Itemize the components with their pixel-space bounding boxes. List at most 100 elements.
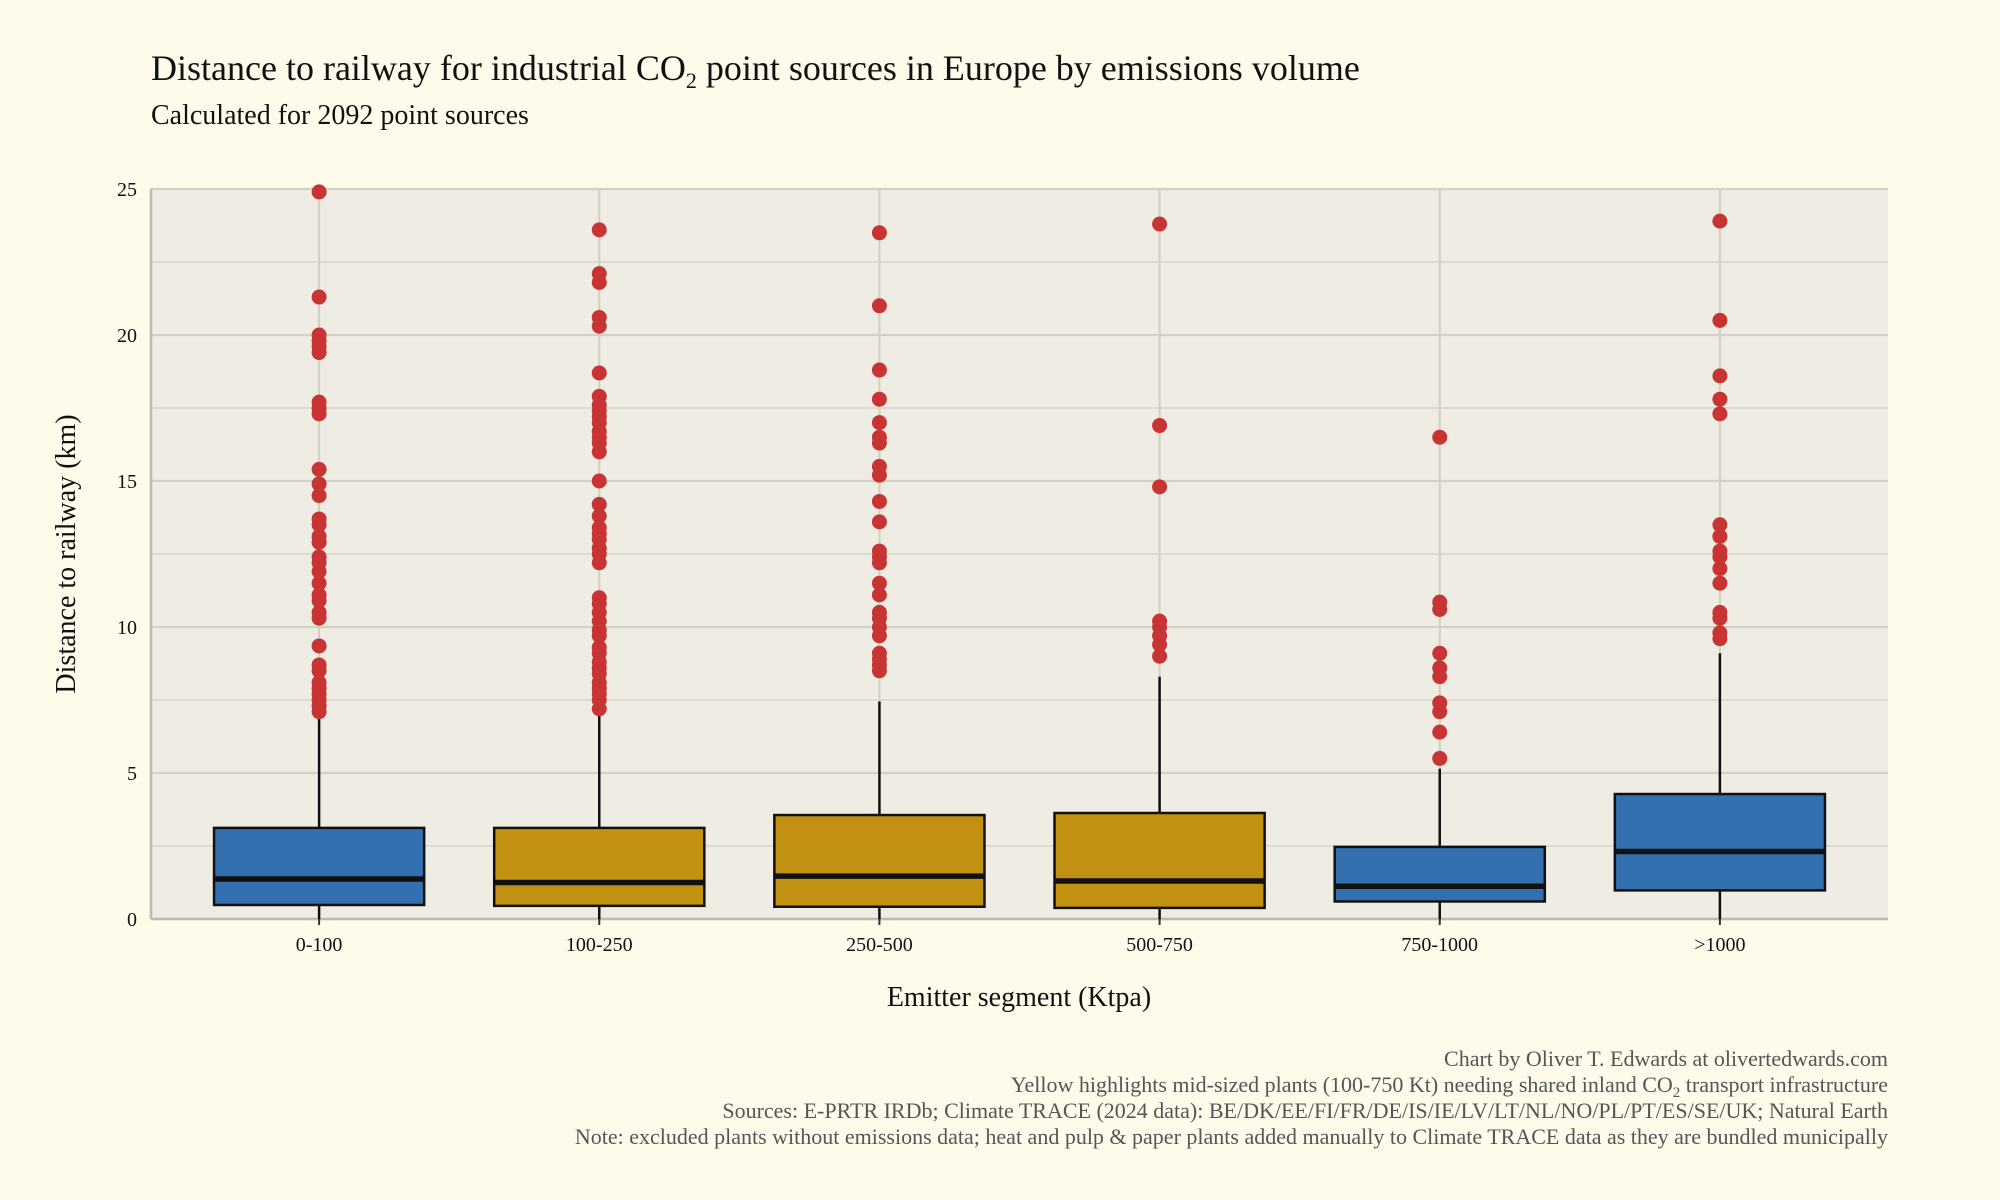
box-250-500: 250-500	[773, 225, 986, 956]
outlier-point	[311, 406, 327, 422]
outlier-point	[1712, 561, 1728, 577]
outlier-point	[1152, 216, 1168, 232]
box->1000: >1000	[1613, 213, 1827, 956]
outlier-point	[591, 222, 607, 238]
outlier-point	[1152, 479, 1168, 495]
outlier-point	[311, 488, 327, 504]
outlier-point	[1712, 368, 1728, 384]
outlier-point	[871, 555, 887, 571]
box-body	[212, 826, 426, 907]
box-0-100: 0-100	[212, 184, 426, 956]
outlier-point	[871, 362, 887, 378]
outlier-point	[1712, 213, 1728, 229]
outlier-point	[871, 663, 887, 679]
caption-note: Note: excluded plants without emissions …	[575, 1124, 1888, 1149]
outlier-point	[311, 517, 327, 533]
x-tick-label: 0-100	[296, 934, 343, 956]
outlier-point	[871, 298, 887, 314]
y-tick-label: 5	[127, 763, 137, 785]
outlier-point	[311, 461, 327, 477]
box-body	[1053, 811, 1266, 910]
outlier-point	[591, 508, 607, 524]
outlier-point	[1432, 750, 1448, 766]
outlier-point	[311, 638, 327, 654]
outlier-point	[1432, 704, 1448, 720]
y-tick-label: 15	[117, 471, 137, 493]
outlier-point	[311, 184, 327, 200]
outlier-point	[591, 365, 607, 381]
x-tick-label: 500-750	[1126, 934, 1193, 956]
outlier-point	[1712, 549, 1728, 565]
outlier-point	[311, 663, 327, 679]
box-body	[1613, 792, 1827, 892]
outlier-point	[591, 496, 607, 512]
outlier-point	[311, 345, 327, 361]
outlier-point	[1712, 631, 1728, 647]
outlier-point	[311, 289, 327, 305]
outlier-point	[1712, 610, 1728, 626]
outlier-point	[1152, 648, 1168, 664]
box-500-750: 500-750	[1053, 216, 1266, 956]
plot-area: 0 5 10 15 20 25 0-100 100-250 250-500 500-750 750-…	[117, 179, 1888, 956]
outlier-point	[871, 493, 887, 509]
outlier-point	[1432, 724, 1448, 740]
outlier-point	[311, 575, 327, 591]
caption-credit: Chart by Oliver T. Edwards at olivertedw…	[1444, 1046, 1888, 1071]
outlier-point	[311, 534, 327, 550]
outlier-point	[1712, 391, 1728, 407]
x-axis-title: Emitter segment (Ktpa)	[887, 982, 1151, 1013]
outlier-point	[871, 587, 887, 603]
outlier-point	[591, 444, 607, 460]
outlier-point	[591, 473, 607, 489]
chart-subtitle: Calculated for 2092 point sources	[151, 100, 529, 131]
outlier-point	[1712, 312, 1728, 328]
outlier-point	[591, 274, 607, 290]
y-tick-label: 25	[117, 179, 137, 201]
x-tick-label: 100-250	[566, 934, 633, 956]
outlier-point	[871, 628, 887, 644]
outlier-point	[311, 610, 327, 626]
outlier-point	[591, 628, 607, 644]
outlier-point	[1712, 406, 1728, 422]
outlier-point	[1432, 645, 1448, 661]
outlier-point	[871, 225, 887, 241]
outlier-point	[311, 476, 327, 492]
x-tick-label: 750-1000	[1401, 934, 1478, 956]
chart-title: Distance to railway for industrial CO2 p…	[151, 48, 1360, 93]
box-body	[1333, 845, 1547, 903]
caption: Chart by Oliver T. Edwards at olivertedw…	[575, 1046, 1888, 1149]
box-body	[492, 826, 706, 908]
box-100-250: 100-250	[492, 222, 706, 956]
x-tick-label: 250-500	[846, 934, 913, 956]
y-axis-title: Distance to railway (km)	[51, 414, 82, 693]
outlier-point	[871, 514, 887, 530]
outlier-point	[1432, 669, 1448, 685]
caption-highlight-note: Yellow highlights mid-sized plants (100-…	[1011, 1072, 1888, 1101]
outlier-point	[871, 435, 887, 451]
box-750-1000: 750-1000	[1333, 429, 1547, 956]
outlier-point	[311, 593, 327, 609]
y-tick-label: 10	[117, 617, 137, 639]
outlier-point	[1712, 575, 1728, 591]
outlier-point	[871, 391, 887, 407]
outlier-point	[871, 467, 887, 483]
outlier-point	[871, 415, 887, 431]
outlier-point	[591, 555, 607, 571]
y-tick-label: 0	[127, 909, 137, 931]
outlier-point	[1152, 637, 1168, 653]
outlier-point	[1712, 528, 1728, 544]
y-tick-label: 20	[117, 325, 137, 347]
outlier-point	[591, 318, 607, 334]
outlier-point	[1432, 601, 1448, 617]
outlier-point	[591, 701, 607, 717]
outlier-point	[1712, 517, 1728, 533]
outlier-point	[1432, 429, 1448, 445]
outlier-point	[1152, 418, 1168, 434]
outlier-point	[311, 564, 327, 580]
x-tick-label: >1000	[1694, 934, 1745, 956]
outlier-point	[311, 704, 327, 720]
caption-sources: Sources: E-PRTR IRDb; Climate TRACE (202…	[722, 1098, 1888, 1123]
outlier-point	[871, 575, 887, 591]
box-body	[773, 813, 986, 908]
